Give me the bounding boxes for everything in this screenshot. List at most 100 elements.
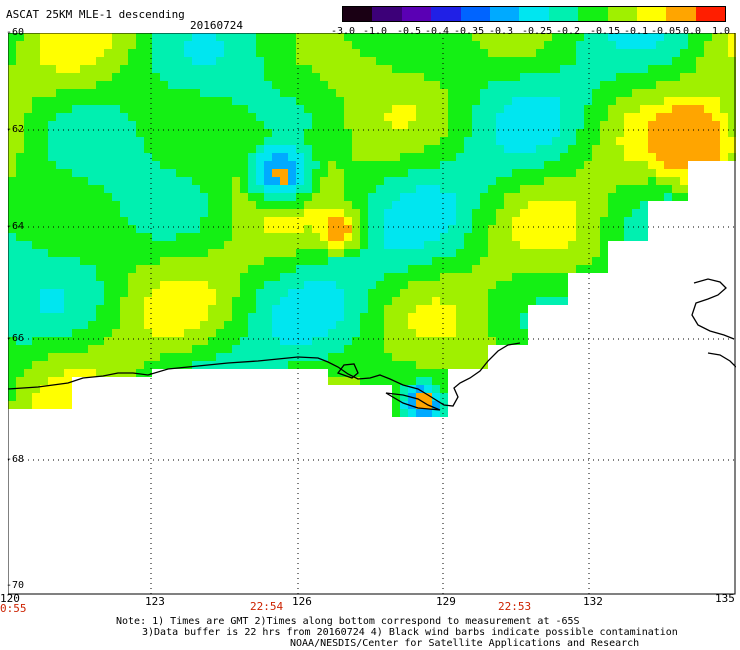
swath-cell — [280, 161, 288, 169]
swath-cell — [640, 209, 648, 217]
swath-cell — [56, 73, 64, 81]
swath-cell — [656, 41, 664, 49]
swath-cell — [8, 249, 16, 257]
swath-cell — [456, 209, 464, 217]
swath-cell — [72, 209, 80, 217]
swath-cell — [432, 153, 440, 161]
swath-cell — [376, 353, 384, 361]
swath-cell — [520, 209, 528, 217]
swath-cell — [272, 145, 280, 153]
swath-cell — [176, 345, 184, 353]
swath-cell — [304, 41, 312, 49]
swath-cell — [200, 129, 208, 137]
swath-cell — [584, 209, 592, 217]
swath-cell — [672, 121, 680, 129]
swath-cell — [368, 153, 376, 161]
swath-cell — [624, 97, 632, 105]
swath-cell — [576, 97, 584, 105]
swath-cell — [144, 105, 152, 113]
swath-cell — [288, 249, 296, 257]
swath-cell — [408, 377, 416, 385]
swath-cell — [448, 137, 456, 145]
swath-cell — [608, 169, 616, 177]
swath-cell — [88, 265, 96, 273]
swath-cell — [208, 169, 216, 177]
swath-cell — [320, 137, 328, 145]
swath-cell — [488, 57, 496, 65]
swath-cell — [296, 41, 304, 49]
swath-cell — [32, 241, 40, 249]
swath-cell — [264, 209, 272, 217]
swath-cell — [264, 257, 272, 265]
swath-cell — [56, 81, 64, 89]
swath-cell — [304, 305, 312, 313]
swath-cell — [56, 233, 64, 241]
swath-cell — [616, 49, 624, 57]
swath-cell — [616, 161, 624, 169]
swath-cell — [632, 121, 640, 129]
swath-cell — [272, 289, 280, 297]
swath-cell — [8, 209, 16, 217]
swath-cell — [496, 145, 504, 153]
swath-cell — [200, 217, 208, 225]
swath-cell — [224, 353, 232, 361]
swath-cell — [600, 81, 608, 89]
swath-cell — [576, 121, 584, 129]
swath-cell — [360, 137, 368, 145]
swath-cell — [184, 121, 192, 129]
swath-cell — [8, 361, 16, 369]
swath-cell — [232, 193, 240, 201]
swath-cell — [568, 217, 576, 225]
swath-cell — [248, 329, 256, 337]
swath-cell — [472, 297, 480, 305]
swath-cell — [64, 225, 72, 233]
swath-cell — [336, 105, 344, 113]
swath-cell — [192, 121, 200, 129]
swath-cell — [96, 241, 104, 249]
swath-cell — [288, 289, 296, 297]
swath-cell — [64, 321, 72, 329]
colorbar-segment — [401, 7, 432, 21]
swath-cell — [136, 233, 144, 241]
swath-cell — [48, 193, 56, 201]
swath-cell — [600, 233, 608, 241]
swath-cell — [568, 137, 576, 145]
swath-cell — [480, 113, 488, 121]
swath-cell — [496, 201, 504, 209]
swath-cell — [360, 177, 368, 185]
swath-cell — [232, 313, 240, 321]
swath-cell — [104, 281, 112, 289]
swath-cell — [272, 281, 280, 289]
swath-cell — [424, 409, 432, 417]
swath-cell — [264, 321, 272, 329]
swath-cell — [544, 121, 552, 129]
swath-cell — [200, 41, 208, 49]
swath-cell — [584, 193, 592, 201]
swath-cell — [456, 353, 464, 361]
swath-cell — [424, 353, 432, 361]
swath-cell — [192, 241, 200, 249]
swath-cell — [384, 329, 392, 337]
swath-cell — [384, 313, 392, 321]
swath-cell — [672, 153, 680, 161]
swath-cell — [264, 41, 272, 49]
swath-cell — [184, 217, 192, 225]
swath-cell — [256, 345, 264, 353]
swath-cell — [632, 73, 640, 81]
swath-cell — [160, 161, 168, 169]
swath-cell — [56, 281, 64, 289]
swath-cell — [160, 345, 168, 353]
swath-cell — [584, 33, 592, 41]
swath-cell — [168, 121, 176, 129]
swath-cell — [536, 297, 544, 305]
swath-cell — [32, 121, 40, 129]
swath-cell — [208, 113, 216, 121]
swath-cell — [240, 209, 248, 217]
swath-cell — [560, 33, 568, 41]
swath-cell — [200, 209, 208, 217]
swath-cell — [416, 137, 424, 145]
swath-cell — [664, 97, 672, 105]
swath-cell — [64, 329, 72, 337]
swath-cell — [608, 33, 616, 41]
swath-cell — [216, 217, 224, 225]
